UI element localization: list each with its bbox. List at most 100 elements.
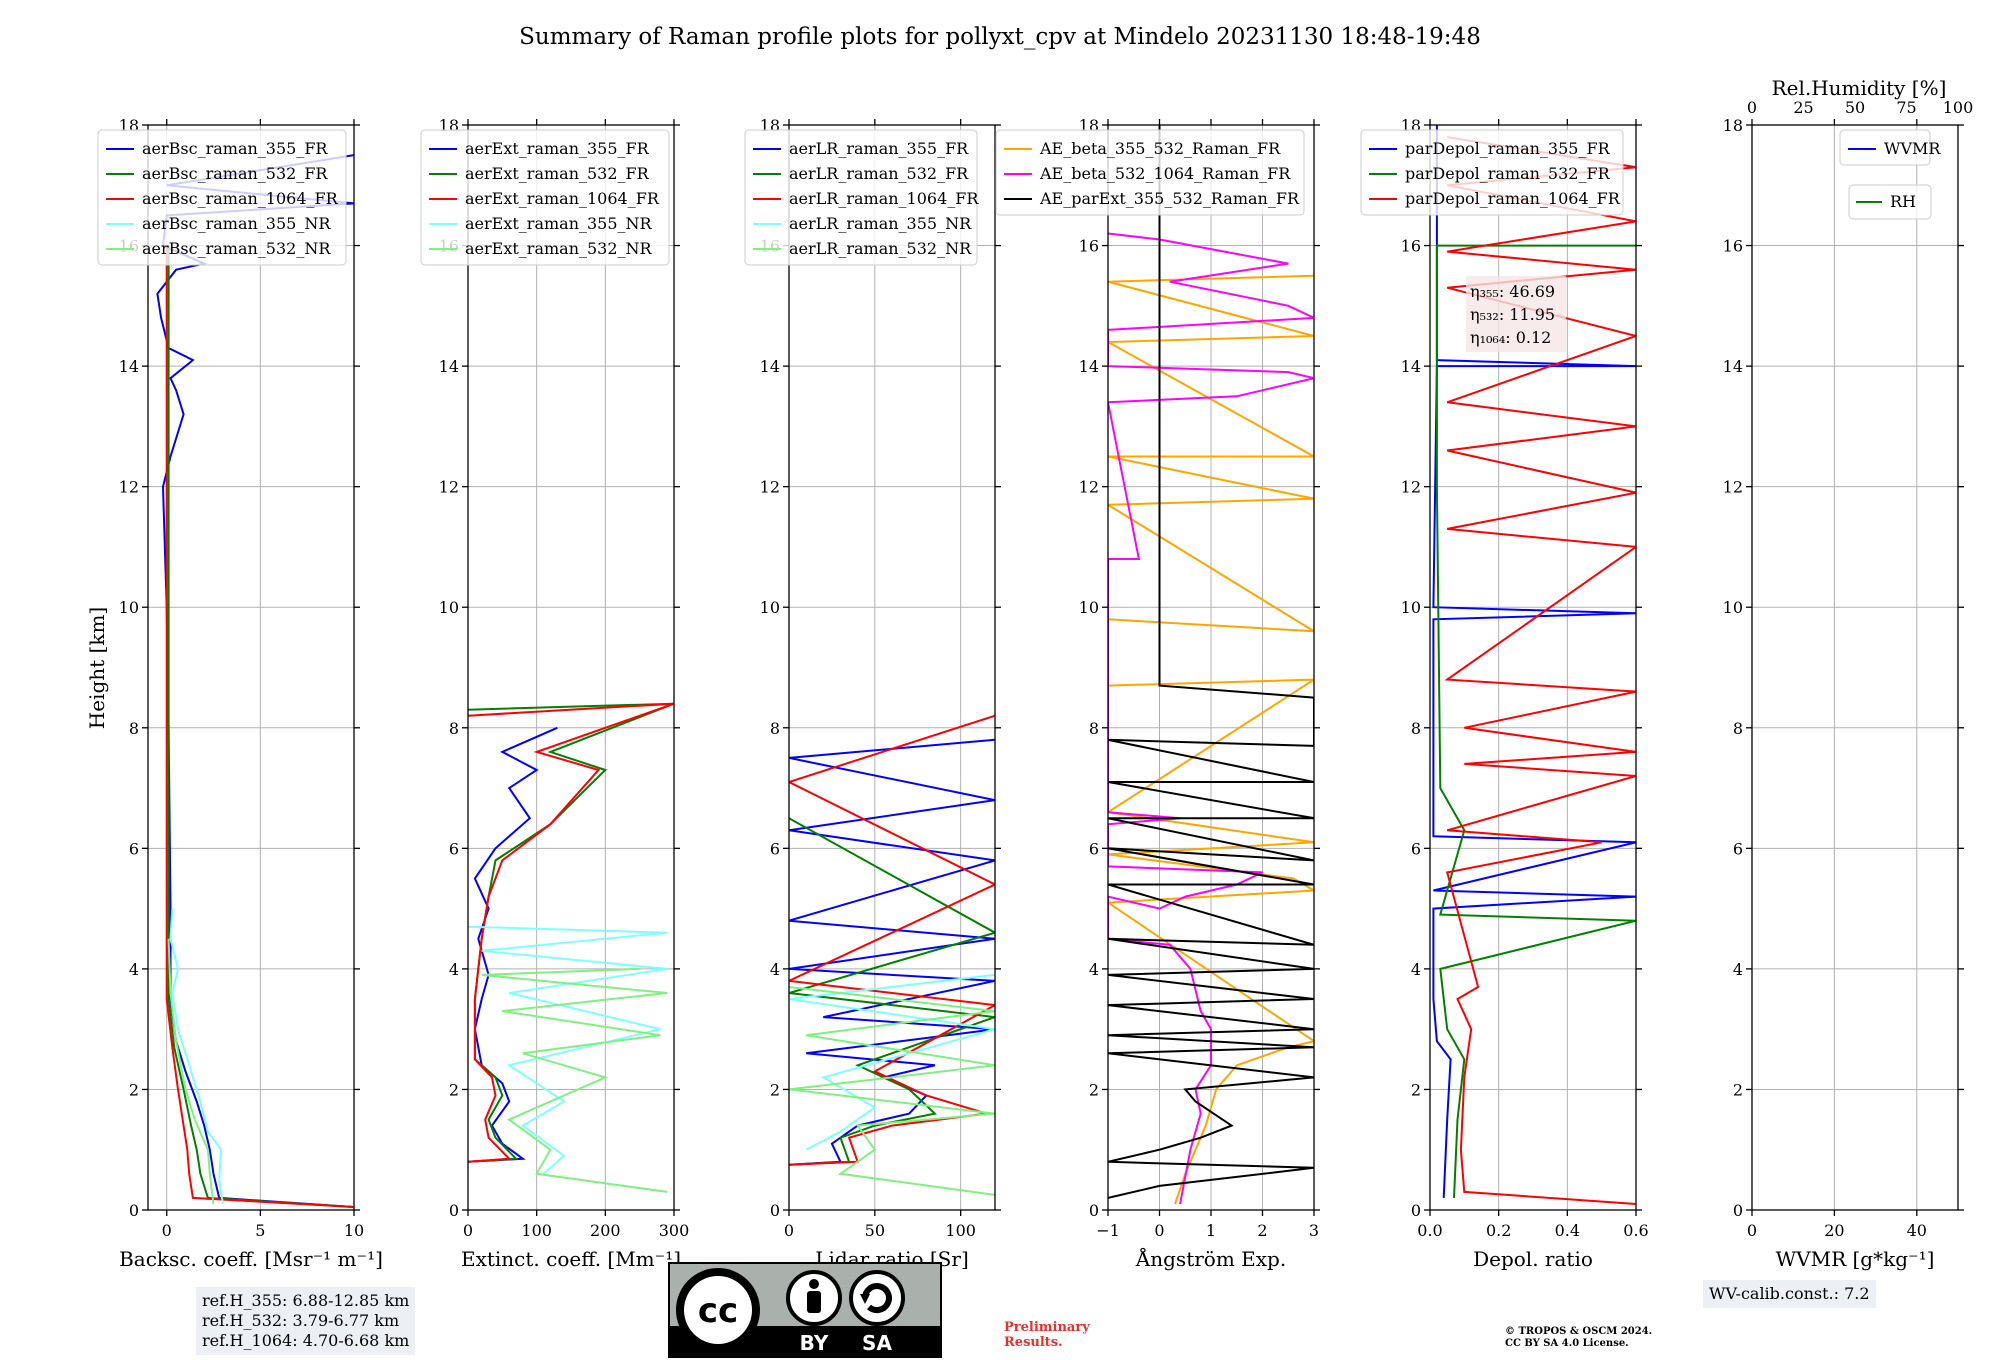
eta-label: η₁₀₆₄: 0.12 xyxy=(1470,328,1551,347)
legend-label: parDepol_raman_532_FR xyxy=(1405,164,1611,183)
ref-height-355: ref.H_355: 6.88-12.85 km xyxy=(202,1291,410,1310)
x-tick-label: 100 xyxy=(521,1221,552,1240)
y-tick-label: 0 xyxy=(449,1201,459,1220)
y-tick-label: 8 xyxy=(1411,719,1421,738)
legend-rh: RH xyxy=(1848,184,1932,220)
legend-label: aerLR_raman_532_FR xyxy=(789,164,969,183)
legend-box xyxy=(1848,184,1932,220)
series-AE_beta_355_532_Raman_FR xyxy=(1108,274,1314,1205)
panel-lidar-ratio: 024681012141618050100Lidar ratio [Sr]aer… xyxy=(744,116,1001,1271)
y-tick-label: 4 xyxy=(1411,960,1421,979)
y-tick-label: 10 xyxy=(1079,598,1099,617)
y-tick-label: 10 xyxy=(760,598,780,617)
y-tick-label: 2 xyxy=(770,1080,780,1099)
series-aerLR_raman_1064_FR xyxy=(789,714,995,1166)
x-tick-label: 200 xyxy=(590,1221,621,1240)
y-tick-label: 4 xyxy=(1089,960,1099,979)
legend-box xyxy=(1839,129,1931,166)
x-tick-label: 0.2 xyxy=(1486,1221,1511,1240)
legend: AE_beta_355_532_Raman_FR AE_beta_532_1064… xyxy=(995,129,1305,216)
series-AE_beta_532_1064_Raman_FR xyxy=(1108,232,1314,1205)
series-parDepol_raman_532_FR xyxy=(1435,244,1636,1198)
series-aerBsc_raman_532_FR xyxy=(167,245,354,1208)
copyright-line-1: © TROPOS & OSCM 2024. xyxy=(1505,1326,1653,1337)
y-tick-label: 14 xyxy=(439,357,459,376)
legend-label: WVMR xyxy=(1884,139,1941,158)
series-parDepol_raman_1064_FR xyxy=(1444,136,1636,1205)
panel-backscatter: 0246810121416180510Backsc. coeff. [Msr⁻¹… xyxy=(97,116,383,1271)
legend-label: aerBsc_raman_355_FR xyxy=(142,139,328,158)
x2-tick-label: 0 xyxy=(1747,98,1757,117)
legend-box xyxy=(744,129,978,266)
y-tick-label: 14 xyxy=(119,357,139,376)
cc-badge-graphic: cc BY SA xyxy=(670,1268,940,1356)
ref-height-1064: ref.H_1064: 4.70-6.68 km xyxy=(202,1331,410,1350)
y-tick-label: 6 xyxy=(449,839,459,858)
series-aerBsc_raman_532_NR xyxy=(167,938,215,1205)
legend-label: parDepol_raman_355_FR xyxy=(1405,139,1611,158)
y-tick-label: 4 xyxy=(129,960,139,979)
preliminary-results-note: Preliminary Results. xyxy=(1004,1320,1090,1350)
legend-label: aerBsc_raman_532_FR xyxy=(142,164,328,183)
x-tick-label: 2 xyxy=(1257,1221,1267,1240)
legend-label: RH xyxy=(1890,192,1916,211)
y-tick-label: 12 xyxy=(119,478,139,497)
y-tick-label: 4 xyxy=(449,960,459,979)
y-tick-label: 2 xyxy=(1733,1080,1743,1099)
y-tick-label: 12 xyxy=(439,478,459,497)
y-tick-label: 12 xyxy=(760,478,780,497)
series-aerLR_raman_532_NR xyxy=(789,986,995,1196)
series-aerBsc_raman_355_NR xyxy=(169,908,224,1205)
x-tick-label: 0.0 xyxy=(1417,1221,1442,1240)
x-tick-label: 0 xyxy=(463,1221,473,1240)
y-tick-label: 4 xyxy=(770,960,780,979)
y-tick-label: 14 xyxy=(1079,357,1099,376)
legend: aerBsc_raman_355_FR aerBsc_raman_532_FRae… xyxy=(97,129,347,266)
panel-extinction: 0246810121416180100200300Extinct. coeff.… xyxy=(420,116,689,1271)
x2-tick-label: 25 xyxy=(1793,98,1813,117)
legend-label: aerExt_raman_355_NR xyxy=(465,214,653,233)
legend-box xyxy=(995,129,1305,216)
x-tick-label: 3 xyxy=(1309,1221,1319,1240)
series-aerExt_raman_1064_FR xyxy=(468,702,674,1163)
x-axis-label: Backsc. coeff. [Msr⁻¹ m⁻¹] xyxy=(119,1247,383,1271)
legend-label: aerLR_raman_355_FR xyxy=(789,139,969,158)
x-tick-label: 0 xyxy=(1747,1221,1757,1240)
series-aerExt_raman_532_NR xyxy=(481,967,668,1193)
cc-license-badge[interactable]: cc BY SA xyxy=(668,1262,942,1358)
y-tick-label: 12 xyxy=(1079,478,1099,497)
x2-axis-label: Rel.Humidity [%] xyxy=(1772,76,1947,100)
eta-label: η₃₅₅: 46.69 xyxy=(1470,282,1555,301)
series-aerBsc_raman_1064_FR xyxy=(165,245,354,1208)
by-label: BY xyxy=(800,1331,829,1355)
sa-share-icon xyxy=(849,1270,905,1326)
legend: aerLR_raman_355_FR aerLR_raman_532_FR aerL… xyxy=(744,129,979,266)
y-tick-label: 16 xyxy=(1723,237,1743,256)
plot-frame xyxy=(1429,124,1637,1211)
y-tick-label: 12 xyxy=(1401,478,1421,497)
y-tick-label: 16 xyxy=(1401,237,1421,256)
x-tick-label: 0.4 xyxy=(1555,1221,1580,1240)
x-axis-label: WVMR [g*kg⁻¹] xyxy=(1776,1247,1935,1271)
chart-panels: 0246810121416180510Backsc. coeff. [Msr⁻¹… xyxy=(97,76,1974,1271)
legend-label: AE_beta_532_1064_Raman_FR xyxy=(1039,164,1291,183)
x2-tick-label: 75 xyxy=(1896,98,1916,117)
y-tick-label: 8 xyxy=(129,719,139,738)
y-tick-label: 10 xyxy=(1723,598,1743,617)
y-tick-label: 8 xyxy=(1733,719,1743,738)
y-tick-label: 14 xyxy=(1401,357,1421,376)
legend: aerExt_raman_355_FR aerExt_raman_532_FRae… xyxy=(420,129,670,266)
x-tick-label: 50 xyxy=(865,1221,885,1240)
plot-frame xyxy=(467,124,675,1211)
y-tick-label: 10 xyxy=(439,598,459,617)
x-tick-label: 100 xyxy=(945,1221,976,1240)
y-tick-label: 2 xyxy=(129,1080,139,1099)
y-tick-label: 14 xyxy=(1723,357,1743,376)
legend-label: AE_parExt_355_532_Raman_FR xyxy=(1039,189,1300,208)
legend-box xyxy=(420,129,670,266)
legend-label: aerLR_raman_1064_FR xyxy=(789,189,979,208)
plot-frame xyxy=(1751,124,1959,1211)
